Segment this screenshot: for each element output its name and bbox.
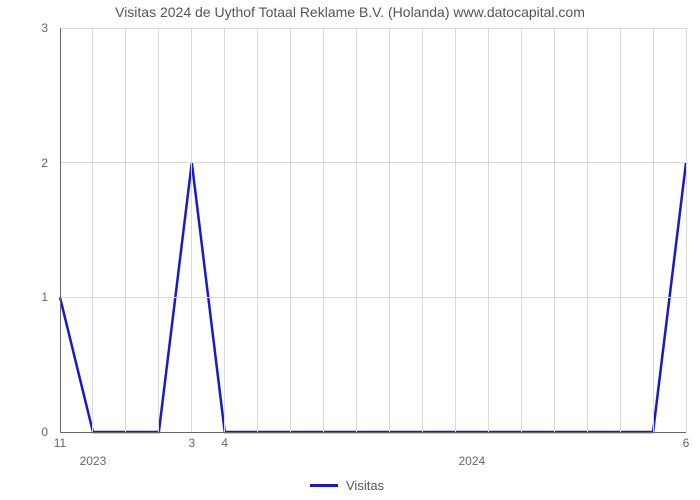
x-axis-line bbox=[60, 432, 686, 433]
grid-line-horizontal bbox=[60, 162, 686, 163]
grid-line-horizontal bbox=[60, 28, 686, 29]
grid-line-vertical bbox=[356, 28, 357, 432]
grid-line-vertical bbox=[653, 28, 654, 432]
y-axis-line bbox=[60, 28, 61, 432]
legend-label: Visitas bbox=[346, 478, 384, 493]
grid-line-vertical bbox=[323, 28, 324, 432]
x-group-label: 2024 bbox=[458, 454, 485, 468]
chart-title: Visitas 2024 de Uythof Totaal Reklame B.… bbox=[0, 4, 700, 20]
grid-line-vertical bbox=[257, 28, 258, 432]
grid-line-horizontal bbox=[60, 297, 686, 298]
grid-line-vertical bbox=[488, 28, 489, 432]
grid-line-vertical bbox=[92, 28, 93, 432]
grid-line-vertical bbox=[191, 28, 192, 432]
chart-container: Visitas 2024 de Uythof Totaal Reklame B.… bbox=[0, 0, 700, 500]
y-tick-label: 0 bbox=[0, 425, 48, 439]
grid-line-vertical bbox=[521, 28, 522, 432]
grid-line-vertical bbox=[620, 28, 621, 432]
grid-line-vertical bbox=[158, 28, 159, 432]
y-tick-label: 2 bbox=[0, 156, 48, 170]
legend: Visitas bbox=[310, 478, 384, 493]
grid-line-vertical bbox=[290, 28, 291, 432]
grid-line-vertical bbox=[587, 28, 588, 432]
x-tick-label: 11 bbox=[54, 436, 66, 450]
plot-area bbox=[60, 28, 686, 432]
grid-line-vertical bbox=[422, 28, 423, 432]
x-group-label: 2023 bbox=[80, 454, 107, 468]
x-tick-label: 4 bbox=[221, 436, 228, 450]
x-tick-label: 6 bbox=[683, 436, 690, 450]
grid-line-vertical bbox=[686, 28, 687, 432]
y-tick-label: 3 bbox=[0, 21, 48, 35]
grid-line-vertical bbox=[389, 28, 390, 432]
grid-line-vertical bbox=[224, 28, 225, 432]
y-tick-label: 1 bbox=[0, 290, 48, 304]
grid-line-vertical bbox=[125, 28, 126, 432]
grid-line-vertical bbox=[455, 28, 456, 432]
x-tick-label: 3 bbox=[188, 436, 195, 450]
legend-swatch bbox=[310, 484, 338, 487]
grid-line-vertical bbox=[554, 28, 555, 432]
line-series bbox=[60, 28, 686, 432]
